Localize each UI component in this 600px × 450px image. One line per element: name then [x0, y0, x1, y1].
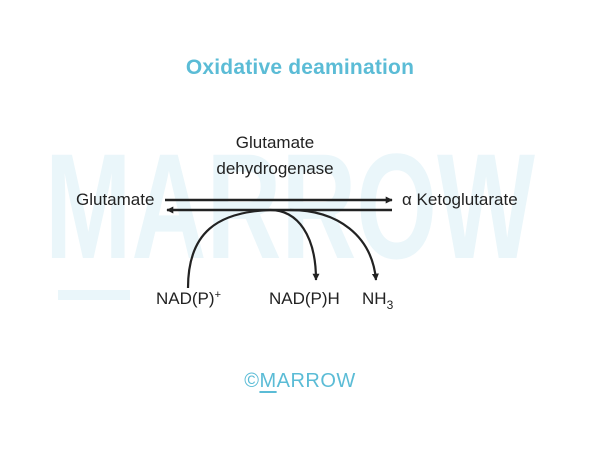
- cofactor-output1-curve: [269, 208, 320, 281]
- cofactor-output1-label: NAD(P)H: [269, 289, 340, 308]
- cofactor-output2-subscript: 3: [386, 298, 394, 312]
- cofactor-input-label: NAD(P)+: [156, 289, 221, 309]
- cofactor-output2-base: NH: [362, 289, 387, 308]
- cofactor-input-curve: [186, 208, 271, 289]
- brand-first-letter: M: [259, 370, 277, 392]
- brand-copyright: ©: [244, 370, 260, 392]
- cofactor-input-base: NAD(P): [156, 289, 215, 308]
- cofactor-output2-label: NH3: [362, 289, 394, 312]
- enzyme-label-line2: dehydrogenase: [216, 159, 334, 178]
- cofactor-input-superscript: +: [214, 289, 221, 301]
- cofactor-output2-curve: [289, 208, 379, 281]
- product-label: α Ketoglutarate: [402, 190, 518, 209]
- substrate-label: Glutamate: [76, 190, 155, 209]
- enzyme-label: Glutamate dehydrogenase: [175, 130, 375, 182]
- diagram-title: Oxidative deamination: [185, 56, 415, 79]
- enzyme-label-line1: Glutamate: [235, 133, 315, 152]
- brand-rest: ARROW: [276, 370, 356, 392]
- brand-mark: ©MARROW: [0, 370, 600, 393]
